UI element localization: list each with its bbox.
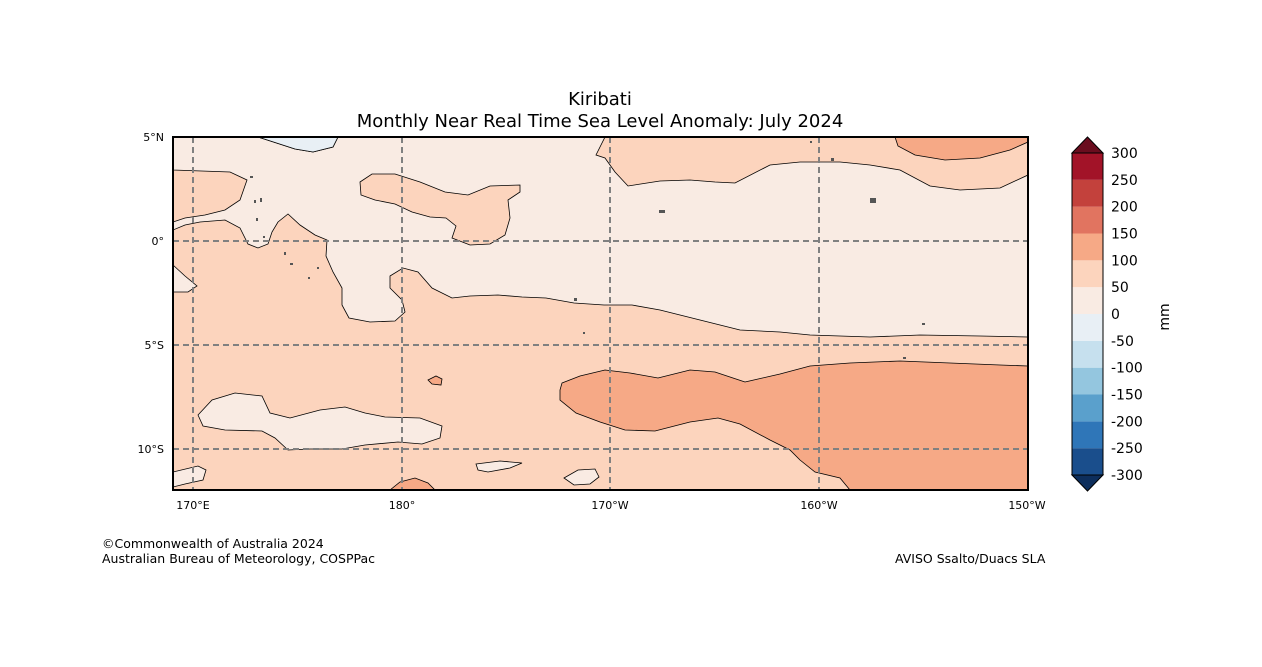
island bbox=[903, 357, 906, 359]
colorbar-swatch bbox=[1072, 287, 1103, 314]
colorbar-tick-label: 250 bbox=[1111, 173, 1138, 189]
band-100-150-northeast bbox=[894, 137, 1028, 161]
x-tick-label: 150°W bbox=[1008, 499, 1045, 512]
land-islands bbox=[250, 141, 925, 359]
footer-copyright: ©Commonwealth of Australia 2024 bbox=[102, 536, 324, 551]
colorbar-tick-label: 50 bbox=[1111, 280, 1129, 296]
x-tick-label: 180° bbox=[389, 499, 416, 512]
colorbar-tick-label: 300 bbox=[1111, 146, 1138, 162]
colorbar-label: mm bbox=[1157, 303, 1173, 330]
colorbar-swatch bbox=[1072, 153, 1103, 180]
colorbar-swatch bbox=[1072, 340, 1103, 368]
footer-data-source: AVISO Ssalto/Duacs SLA bbox=[895, 551, 1046, 566]
y-tick-label: 0° bbox=[152, 235, 165, 248]
island bbox=[810, 141, 812, 143]
band-0-50-patch-southwest bbox=[197, 392, 443, 451]
colorbar-swatch bbox=[1072, 367, 1103, 395]
colorbar-tick-label: -250 bbox=[1111, 441, 1143, 457]
colorbar-tick-label: -300 bbox=[1111, 468, 1143, 484]
band-100-150-patch-small-1 bbox=[427, 375, 443, 386]
colorbar-tick-label: -50 bbox=[1111, 334, 1134, 350]
band-0-50-patch-small-3 bbox=[563, 468, 600, 486]
island bbox=[583, 332, 585, 334]
x-tick-label: 170°E bbox=[176, 499, 209, 512]
colorbar-swatch bbox=[1072, 260, 1103, 288]
colorbar-over-triangle bbox=[1070, 136, 1105, 154]
island bbox=[574, 298, 577, 301]
colorbar-swatch bbox=[1072, 233, 1103, 261]
colorbar-swatch bbox=[1072, 394, 1103, 422]
chart-subtitle: Monthly Near Real Time Sea Level Anomaly… bbox=[357, 111, 844, 132]
footer-organization: Australian Bureau of Meteorology, COSPPa… bbox=[102, 551, 375, 566]
colorbar-tick-label: 200 bbox=[1111, 200, 1138, 216]
island bbox=[831, 158, 834, 161]
island bbox=[922, 323, 925, 325]
island bbox=[290, 263, 293, 265]
gridlines bbox=[173, 137, 1028, 490]
colorbar-tick-label: -150 bbox=[1111, 388, 1143, 404]
x-tick-label: 160°W bbox=[800, 499, 837, 512]
colorbar-swatch bbox=[1072, 448, 1103, 475]
colorbar-tick-label: 0 bbox=[1111, 307, 1120, 323]
island bbox=[260, 198, 262, 202]
x-tick-label: 170°W bbox=[591, 499, 628, 512]
colorbar-swatch bbox=[1072, 179, 1103, 207]
colorbar-frame bbox=[1071, 152, 1104, 476]
chart-title: Kiribati bbox=[568, 89, 632, 110]
colorbar-tick-label: -100 bbox=[1111, 361, 1143, 377]
y-tick-label: 5°N bbox=[143, 131, 164, 144]
island bbox=[317, 267, 319, 269]
island bbox=[659, 210, 665, 213]
colorbar-tick-label: 100 bbox=[1111, 253, 1138, 269]
island bbox=[256, 218, 258, 221]
colorbar-tick-label: 150 bbox=[1111, 227, 1138, 243]
footer-credits: ©Commonwealth of Australia 2024 Australi… bbox=[102, 536, 375, 566]
colorbar-tick-label: -200 bbox=[1111, 414, 1143, 430]
band-0-50-patch-small-2 bbox=[475, 460, 523, 473]
band-50-100-patch-equator bbox=[359, 173, 521, 246]
y-tick-label: 5°S bbox=[145, 339, 164, 352]
island bbox=[250, 176, 253, 178]
colorbar-swatch bbox=[1072, 314, 1103, 341]
band-neg-50-0-patch bbox=[257, 137, 339, 153]
island bbox=[284, 252, 286, 255]
band-0-50-patch-small-1 bbox=[173, 465, 207, 488]
colorbar: -300 -250 -200 -150 -100 -50 0 50 100 150 200 250 30… bbox=[1070, 136, 1143, 492]
band-100-150-southeast bbox=[559, 360, 1028, 490]
map-frame bbox=[172, 136, 1029, 491]
island bbox=[870, 198, 876, 203]
island bbox=[254, 200, 256, 203]
colorbar-swatch bbox=[1072, 206, 1103, 234]
y-tick-label: 10°S bbox=[138, 443, 164, 456]
map-plot-area bbox=[173, 137, 1028, 490]
island bbox=[263, 236, 265, 238]
island bbox=[308, 277, 310, 279]
colorbar-swatch bbox=[1072, 421, 1103, 449]
colorbar-under-triangle bbox=[1070, 474, 1105, 492]
